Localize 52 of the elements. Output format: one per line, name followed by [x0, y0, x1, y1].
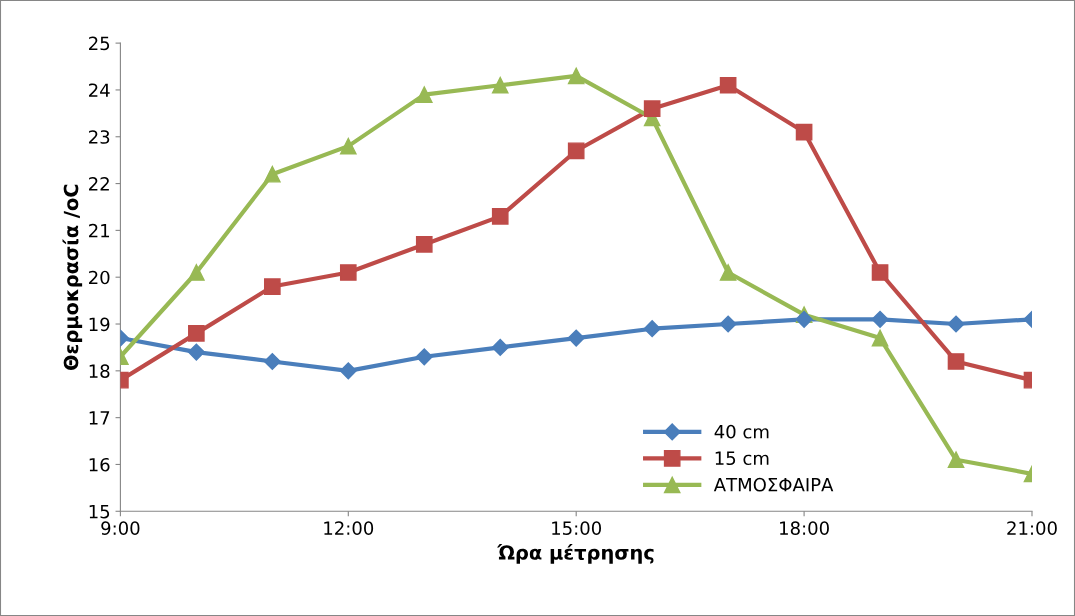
point: [643, 320, 661, 338]
point: [339, 362, 357, 380]
point: [188, 264, 205, 281]
legend-label: ΑΤΜΟΣΦΑΙΡΑ: [713, 477, 834, 492]
point: [871, 264, 889, 281]
point: [263, 278, 281, 295]
point: [491, 208, 509, 225]
x-tick-label: 12:00: [324, 521, 374, 535]
point: [643, 100, 661, 117]
point: [567, 67, 585, 85]
point: [947, 315, 965, 333]
point: [947, 353, 965, 370]
point: [567, 329, 585, 347]
y-tick-label: 21: [89, 223, 110, 238]
point: [567, 142, 585, 160]
y-tick-label: 20: [89, 270, 110, 285]
legend-label: 40 cm: [714, 424, 769, 439]
point: [415, 348, 433, 366]
y-tick-label: 16: [89, 457, 110, 472]
point: [871, 310, 889, 328]
point: [415, 86, 433, 103]
point: [415, 236, 433, 253]
legend-label: 15 cm: [715, 451, 769, 466]
y-tick-label: 23: [89, 130, 110, 144]
point: [188, 325, 205, 342]
point: [719, 315, 737, 333]
y-tick-label: 22: [89, 177, 109, 191]
y-tick-label: 15: [89, 504, 110, 519]
point: [263, 165, 281, 183]
point: [263, 352, 281, 371]
point: [187, 343, 205, 361]
x-tick-label: 18:00: [780, 521, 829, 535]
x-axis-title: Ώρα μέτρησης: [497, 544, 654, 564]
point: [871, 329, 889, 347]
point: [339, 137, 357, 155]
point: [491, 338, 509, 356]
x-tick-label: 21:00: [1007, 521, 1057, 535]
y-tick-label: 19: [89, 317, 110, 332]
y-tick-label: 25: [89, 36, 110, 51]
point: [339, 264, 357, 281]
x-tick-label: 15:00: [552, 521, 602, 535]
point: [491, 76, 509, 94]
point: [719, 76, 737, 94]
y-tick-label: 18: [89, 364, 110, 378]
point: [795, 310, 813, 328]
x-tick-label: 9:00: [101, 521, 140, 535]
point: [719, 264, 737, 281]
point: [947, 451, 965, 469]
y-tick-label: 24: [89, 83, 110, 97]
y-tick-label: 17: [89, 411, 110, 425]
point: [795, 123, 813, 141]
y-axis-title: Θερμοκρασία /oC: [62, 184, 83, 371]
